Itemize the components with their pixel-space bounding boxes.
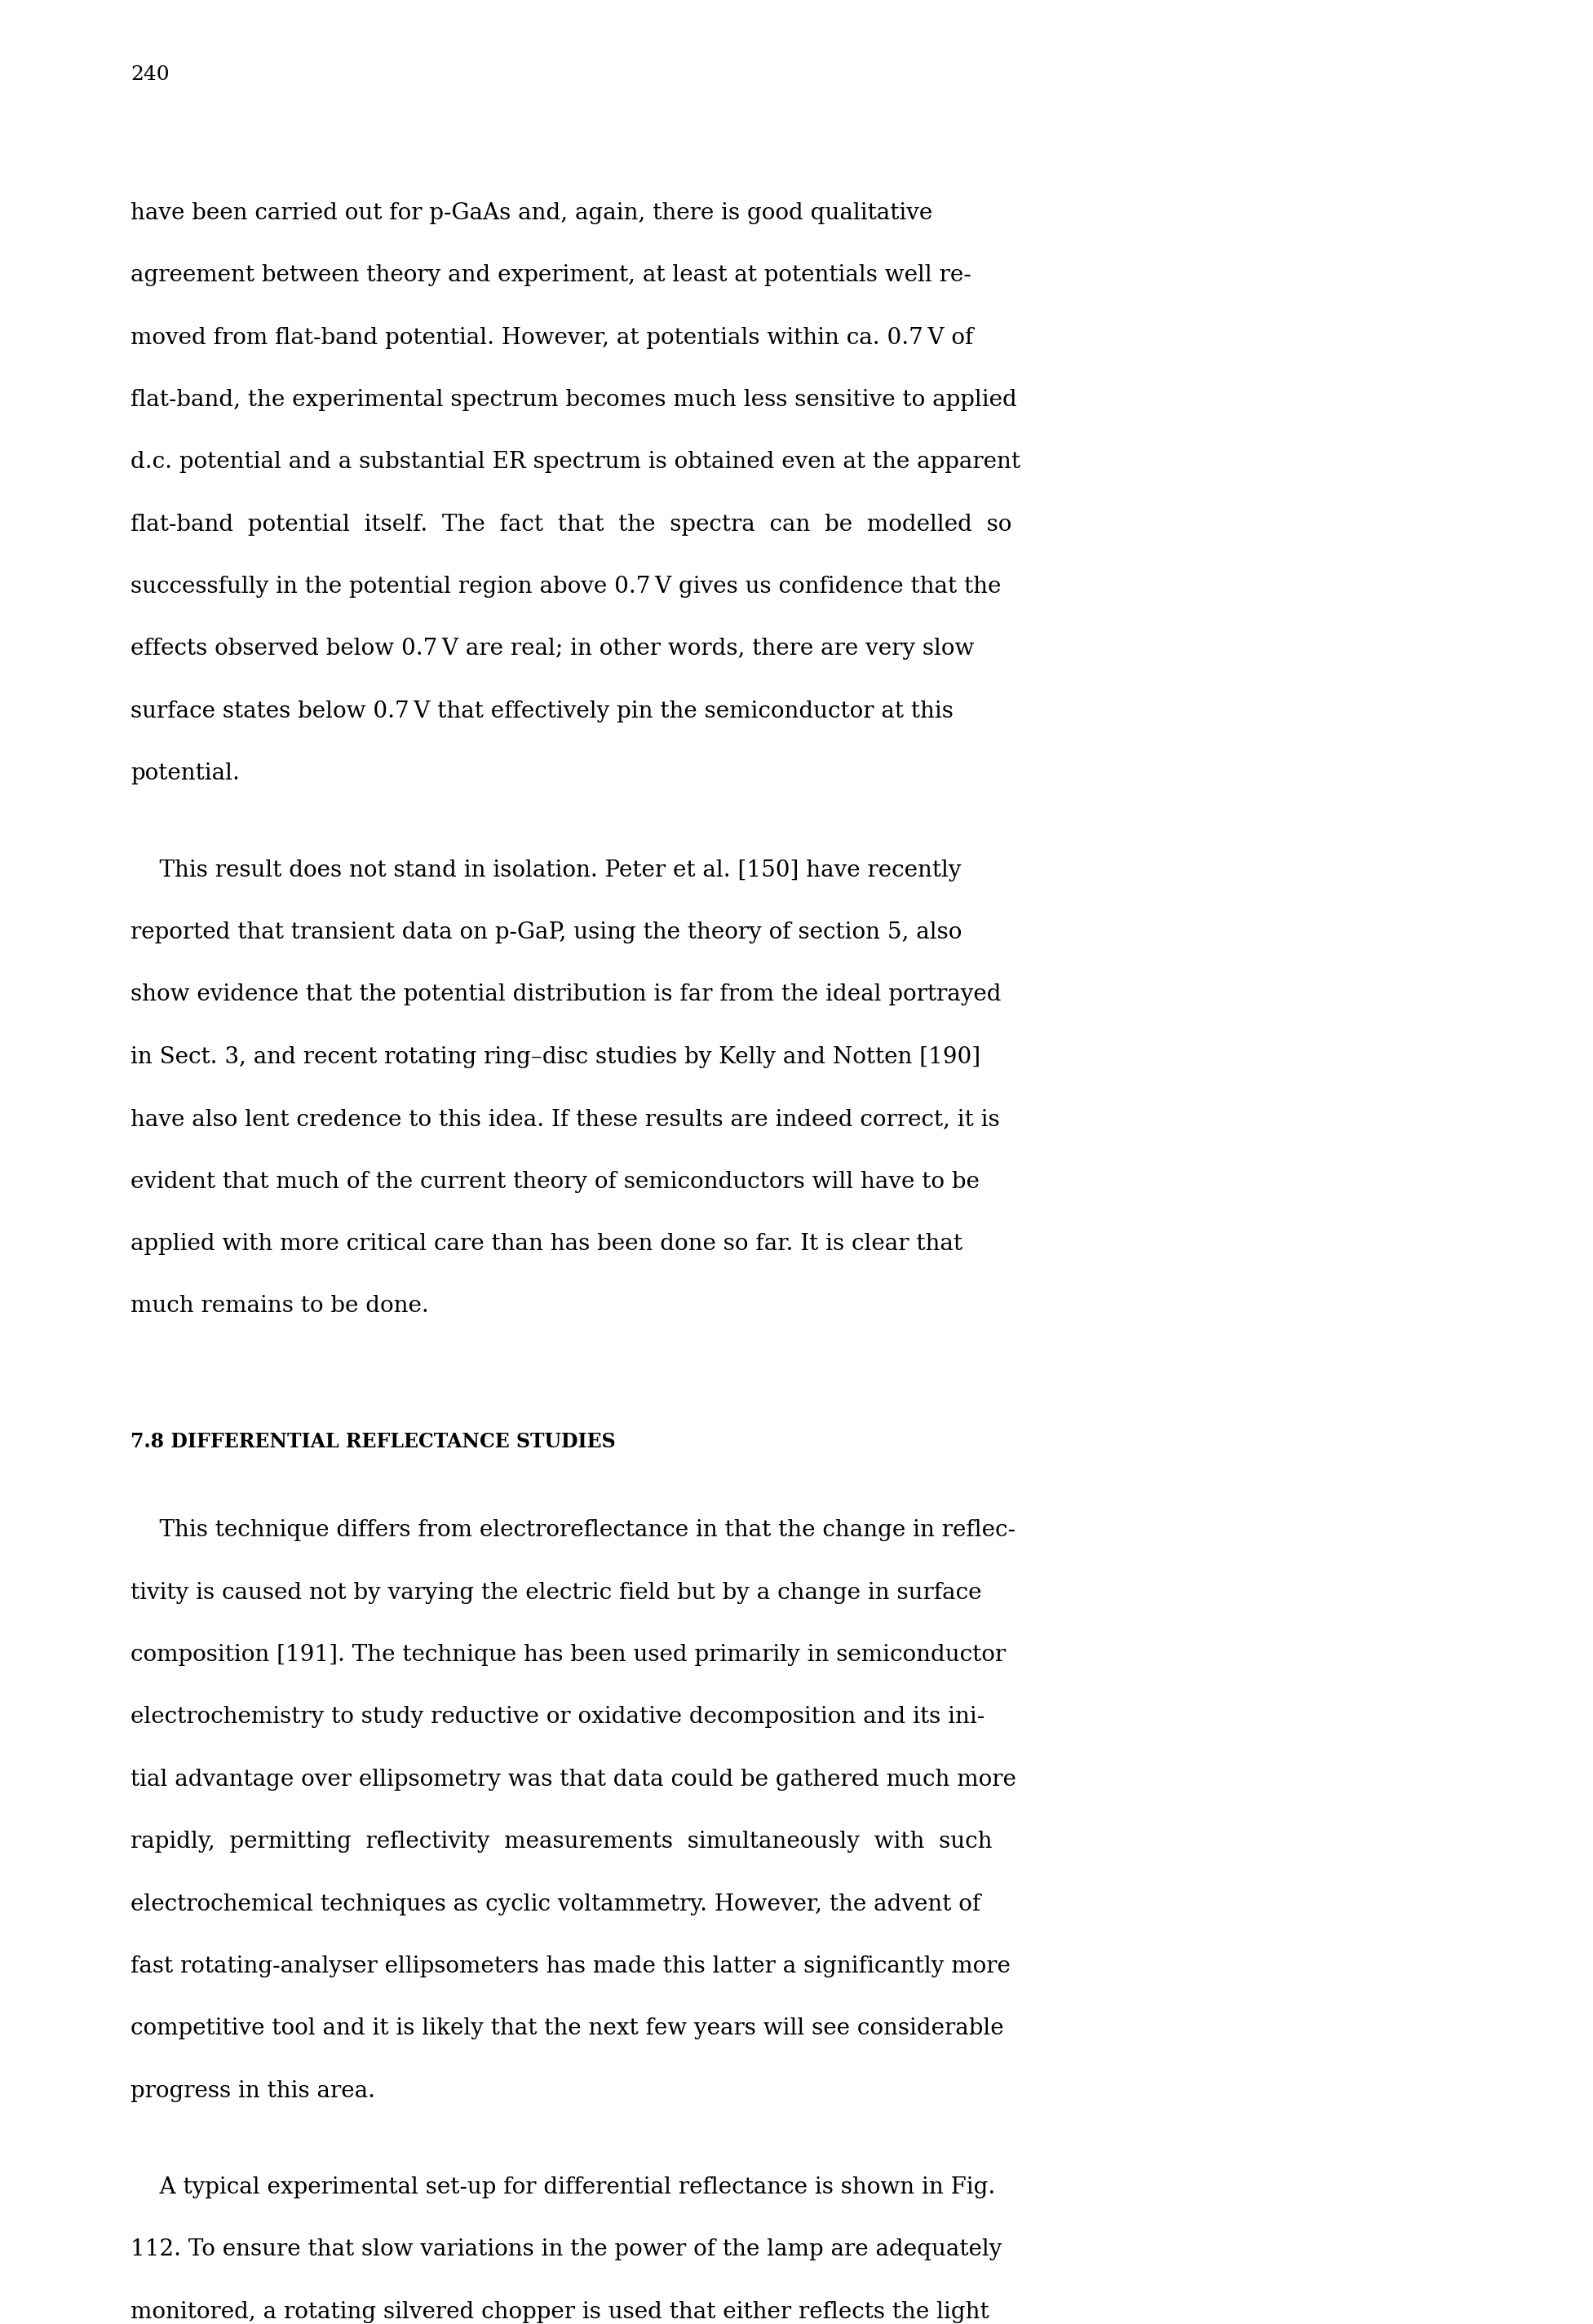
- Text: 240: 240: [131, 65, 169, 84]
- Text: d.c. potential and a substantial ER spectrum is obtained even at the apparent: d.c. potential and a substantial ER spec…: [131, 451, 1021, 474]
- Text: reported that transient data on p-GaP, using the theory of section 5, also: reported that transient data on p-GaP, u…: [131, 923, 962, 944]
- Text: monitored, a rotating silvered chopper is used that either reflects the light: monitored, a rotating silvered chopper i…: [131, 2301, 989, 2324]
- Text: moved from flat-band potential. However, at potentials within ca. 0.7 V of: moved from flat-band potential. However,…: [131, 328, 973, 349]
- Text: electrochemical techniques as cyclic voltammetry. However, the advent of: electrochemical techniques as cyclic vol…: [131, 1894, 981, 1915]
- Text: surface states below 0.7 V that effectively pin the semiconductor at this: surface states below 0.7 V that effectiv…: [131, 700, 954, 723]
- Text: progress in this area.: progress in this area.: [131, 2080, 376, 2101]
- Text: fast rotating-analyser ellipsometers has made this latter a significantly more: fast rotating-analyser ellipsometers has…: [131, 1954, 1010, 1978]
- Text: rapidly,  permitting  reflectivity  measurements  simultaneously  with  such: rapidly, permitting reflectivity measure…: [131, 1831, 992, 1852]
- Text: competitive tool and it is likely that the next few years will see considerable: competitive tool and it is likely that t…: [131, 2017, 1004, 2040]
- Text: applied with more critical care than has been done so far. It is clear that: applied with more critical care than has…: [131, 1234, 962, 1255]
- Text: have also lent credence to this idea. If these results are indeed correct, it is: have also lent credence to this idea. If…: [131, 1109, 1000, 1129]
- Text: have been carried out for p-GaAs and, again, there is good qualitative: have been carried out for p-GaAs and, ag…: [131, 202, 932, 223]
- Text: 112. To ensure that slow variations in the power of the lamp are adequately: 112. To ensure that slow variations in t…: [131, 2238, 1002, 2261]
- Text: show evidence that the potential distribution is far from the ideal portrayed: show evidence that the potential distrib…: [131, 983, 1002, 1006]
- Text: tivity is caused not by varying the electric field but by a change in surface: tivity is caused not by varying the elec…: [131, 1583, 981, 1604]
- Text: composition [191]. The technique has been used primarily in semiconductor: composition [191]. The technique has bee…: [131, 1643, 1005, 1666]
- Text: flat-band  potential  itself.  The  fact  that  the  spectra  can  be  modelled : flat-band potential itself. The fact tha…: [131, 514, 1012, 535]
- Text: agreement between theory and experiment, at least at potentials well re-: agreement between theory and experiment,…: [131, 265, 972, 286]
- Text: electrochemistry to study reductive or oxidative decomposition and its ini-: electrochemistry to study reductive or o…: [131, 1706, 984, 1729]
- Text: flat-band, the experimental spectrum becomes much less sensitive to applied: flat-band, the experimental spectrum bec…: [131, 388, 1016, 411]
- Text: This result does not stand in isolation. Peter et al. [150] have recently: This result does not stand in isolation.…: [131, 860, 962, 881]
- Text: 7.8 DIFFERENTIAL REFLECTANCE STUDIES: 7.8 DIFFERENTIAL REFLECTANCE STUDIES: [131, 1432, 615, 1452]
- Text: This technique differs from electroreflectance in that the change in reflec-: This technique differs from electrorefle…: [131, 1520, 1016, 1541]
- Text: much remains to be done.: much remains to be done.: [131, 1294, 429, 1318]
- Text: effects observed below 0.7 V are real; in other words, there are very slow: effects observed below 0.7 V are real; i…: [131, 639, 975, 660]
- Text: potential.: potential.: [131, 762, 241, 786]
- Text: in Sect. 3, and recent rotating ring–disc studies by Kelly and Notten [190]: in Sect. 3, and recent rotating ring–dis…: [131, 1046, 981, 1069]
- Text: tial advantage over ellipsometry was that data could be gathered much more: tial advantage over ellipsometry was tha…: [131, 1769, 1016, 1789]
- Text: successfully in the potential region above 0.7 V gives us confidence that the: successfully in the potential region abo…: [131, 576, 1002, 597]
- Text: evident that much of the current theory of semiconductors will have to be: evident that much of the current theory …: [131, 1171, 980, 1192]
- Text: A typical experimental set-up for differential reflectance is shown in Fig.: A typical experimental set-up for differ…: [131, 2178, 996, 2199]
